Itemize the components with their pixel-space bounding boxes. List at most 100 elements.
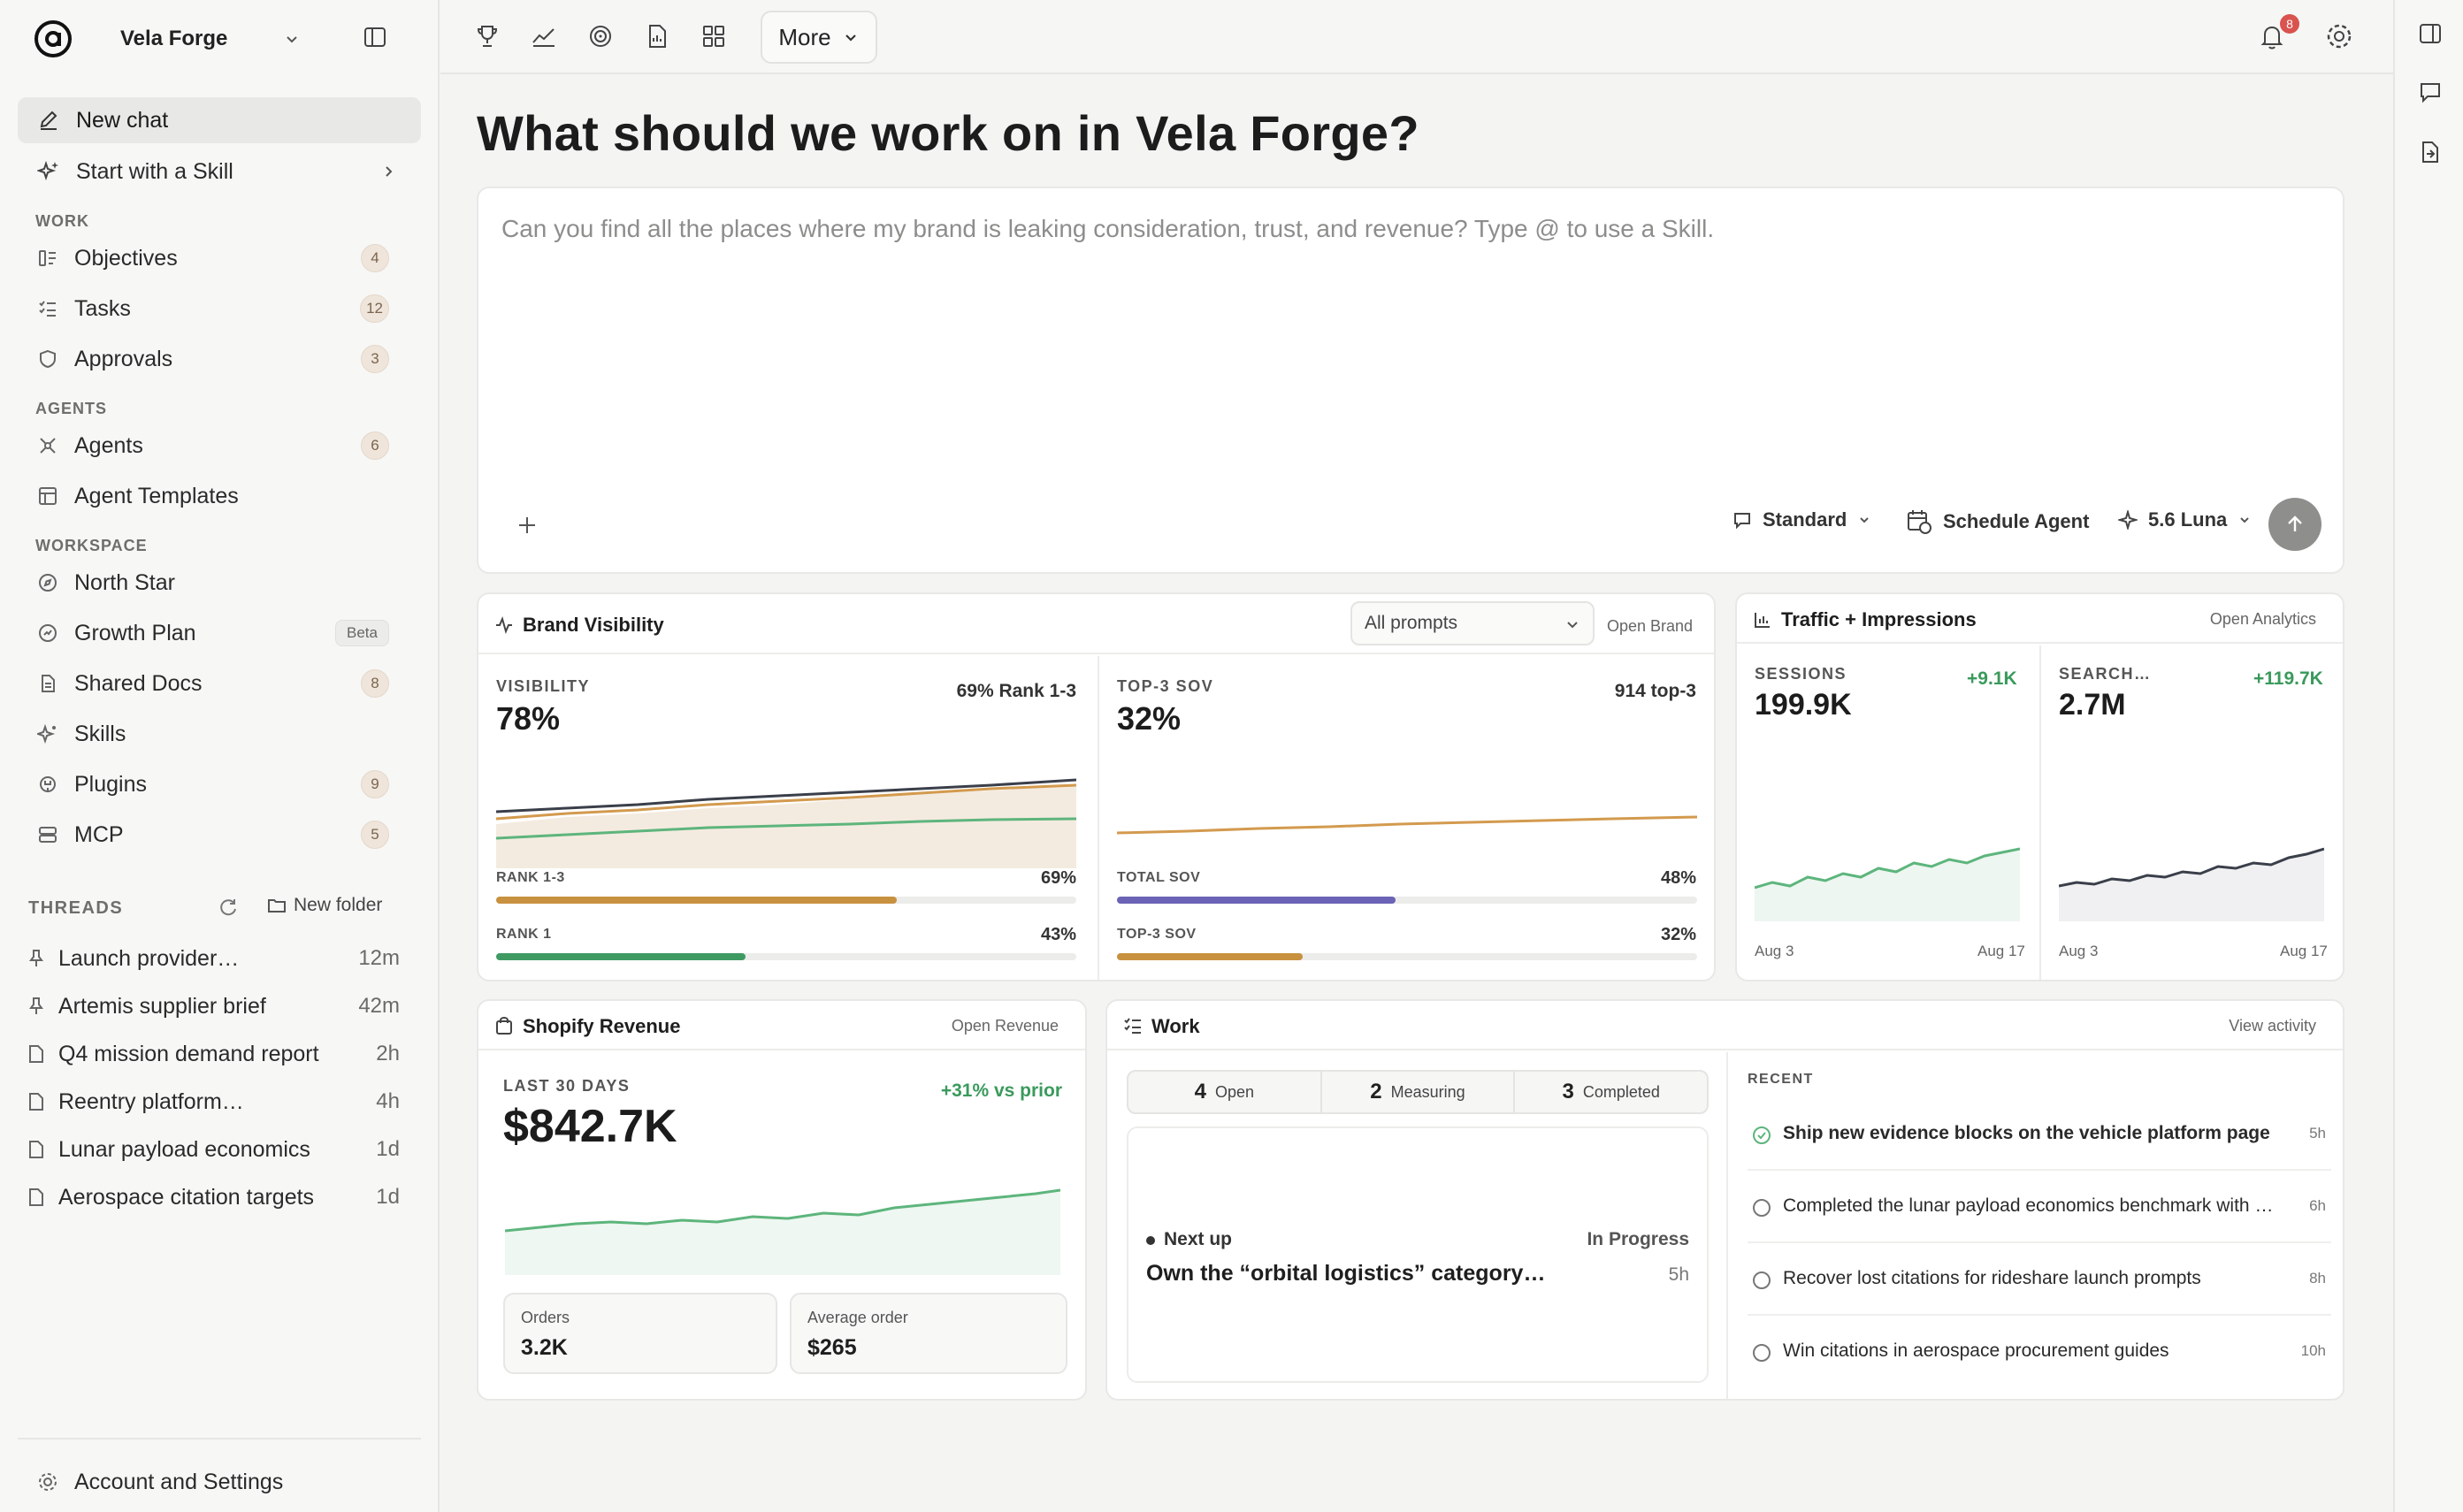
sidebar-item-shared-docs[interactable]: Shared Docs 8	[18, 661, 421, 706]
chat-bubble-icon[interactable]	[2418, 80, 2443, 104]
sidebar-item-agents[interactable]: Agents 6	[18, 423, 421, 469]
prompt-filter-select[interactable]: All prompts	[1350, 601, 1595, 645]
app-logo-icon[interactable]	[34, 19, 73, 58]
thread-title: Lunar payload economics	[58, 1136, 310, 1162]
thread-item[interactable]: Aerospace citation targets 1d	[28, 1178, 400, 1217]
sidebar-item-skills[interactable]: Skills	[18, 711, 421, 757]
sidebar-item-north-star[interactable]: North Star	[18, 560, 421, 606]
document-icon	[29, 1093, 43, 1111]
sidebar-item-approvals[interactable]: Approvals 3	[18, 336, 421, 382]
status-text: In Progress	[1587, 1229, 1689, 1249]
area-fill	[505, 1190, 1060, 1275]
target-icon[interactable]	[587, 23, 614, 50]
card-header: Work View activity	[1107, 1001, 2343, 1050]
recent-activity-row[interactable]: Completed the lunar payload economics be…	[1748, 1172, 2331, 1243]
recent-activity-row[interactable]: Ship new evidence blocks on the vehicle …	[1748, 1100, 2331, 1171]
thread-item[interactable]: Artemis supplier brief 42m	[28, 987, 400, 1026]
next-up-card[interactable]: Next up In Progress Own the “orbital log…	[1127, 1126, 1709, 1383]
folder-plus-icon	[268, 899, 286, 913]
thread-item[interactable]: Lunar payload economics 1d	[28, 1130, 400, 1169]
trend-chart-icon[interactable]	[531, 23, 557, 50]
count-badge: 12	[360, 294, 389, 323]
recent-activity-row[interactable]: Recover lost citations for rideshare lau…	[1748, 1245, 2331, 1316]
thread-item[interactable]: Q4 mission demand report 2h	[28, 1035, 400, 1073]
panel-toggle-icon[interactable]	[2418, 21, 2443, 46]
composer-input[interactable]: Can you find all the places where my bra…	[501, 215, 1715, 242]
series-line-orange	[1117, 815, 1697, 835]
progress-track	[496, 953, 1076, 960]
sidebar-item-label: Objectives	[74, 245, 178, 271]
schedule-agent-button[interactable]: Schedule Agent	[1906, 508, 2089, 535]
sidebar-item-mcp[interactable]: MCP 5	[18, 812, 421, 858]
thread-item[interactable]: Reentry platform… 4h	[28, 1082, 400, 1121]
activity-time: 6h	[2309, 1197, 2326, 1214]
sidebar-item-label: Shared Docs	[74, 670, 203, 696]
new-folder-button[interactable]: New folder	[267, 895, 382, 916]
count-badge: 9	[361, 770, 389, 798]
sidebar-item-plugins[interactable]: Plugins 9	[18, 761, 421, 807]
thread-item[interactable]: Launch provider… 12m	[28, 939, 400, 978]
report-icon[interactable]	[644, 23, 670, 50]
bar-label: TOTAL SOV	[1117, 870, 1201, 885]
new-chat-button[interactable]: New chat	[18, 97, 421, 143]
model-dropdown[interactable]: 5.6 Luna	[2118, 508, 2252, 531]
bar-value: 48%	[1660, 868, 1696, 888]
model-label: 5.6 Luna	[2148, 508, 2228, 531]
start-with-skill-button[interactable]: Start with a Skill	[18, 149, 421, 195]
shield-icon	[40, 349, 56, 369]
series-line-green	[496, 817, 1076, 840]
schedule-label: Schedule Agent	[1943, 510, 2090, 532]
tab-measuring[interactable]: 2 Measuring	[1322, 1072, 1516, 1112]
chat-composer[interactable]: Can you find all the places where my bra…	[477, 187, 2344, 574]
thread-time: 1d	[376, 1137, 400, 1161]
bar-value: 32%	[1660, 925, 1696, 944]
sidebar-item-agent-templates[interactable]: Agent Templates	[18, 473, 421, 519]
sidebar-item-growth-plan[interactable]: Growth Plan Beta	[18, 610, 421, 656]
orders-stat: Orders 3.2K	[503, 1293, 777, 1374]
axis-start-label: Aug 3	[2059, 943, 2099, 959]
sidebar-item-label: Plugins	[74, 771, 147, 797]
sparkle-icon	[37, 723, 56, 745]
sidebar-item-objectives[interactable]: Objectives 4	[18, 235, 421, 281]
sidebar-item-tasks[interactable]: Tasks 12	[18, 286, 421, 332]
right-rail	[2393, 0, 2463, 1512]
mode-dropdown[interactable]: Standard	[1733, 508, 1871, 531]
circle-icon	[1753, 1199, 1771, 1217]
card-title: Shopify Revenue	[523, 1015, 681, 1037]
card-header: Traffic + Impressions Open Analytics	[1737, 594, 2343, 644]
chevron-down-icon	[283, 30, 301, 48]
collapse-sidebar-icon[interactable]	[363, 25, 387, 50]
edit-icon	[40, 111, 57, 130]
refresh-icon[interactable]	[218, 897, 239, 918]
account-settings-button[interactable]: Account and Settings	[18, 1461, 283, 1503]
view-activity-link[interactable]: View activity	[2229, 1017, 2316, 1035]
export-doc-icon[interactable]	[2418, 140, 2443, 164]
count-badge: 8	[361, 669, 389, 698]
open-analytics-link[interactable]: Open Analytics	[2209, 610, 2316, 628]
shopping-bag-icon	[494, 1016, 514, 1035]
workspace-switcher[interactable]: Vela Forge	[106, 18, 318, 60]
open-revenue-link[interactable]: Open Revenue	[951, 1017, 1059, 1035]
next-up-title: Own the “orbital logistics” category…	[1146, 1261, 1546, 1286]
new-folder-label: New folder	[294, 895, 383, 915]
visibility-trend-chart	[496, 778, 1076, 868]
tab-open[interactable]: 4 Open	[1128, 1072, 1322, 1112]
sidebar-divider	[18, 1438, 421, 1439]
bell-icon[interactable]	[2257, 21, 2287, 51]
target-icon	[39, 624, 57, 642]
tab-completed[interactable]: 3 Completed	[1515, 1072, 1707, 1112]
recent-activity-row[interactable]: Win citations in aerospace procurement g…	[1748, 1317, 2331, 1388]
more-menu-button[interactable]: More	[761, 11, 877, 64]
open-brand-link[interactable]: Open Brand	[1607, 617, 1694, 635]
card-title: Traffic + Impressions	[1781, 608, 1977, 630]
grid-icon[interactable]	[700, 23, 727, 50]
sidebar-item-label: Agents	[74, 432, 143, 458]
gear-icon[interactable]	[2324, 21, 2354, 51]
compass-icon	[39, 574, 57, 592]
sidebar-item-label: Tasks	[74, 295, 131, 321]
send-button[interactable]	[2268, 498, 2321, 551]
threads-header: THREADS New folder	[28, 895, 417, 921]
trophy-icon[interactable]	[474, 23, 501, 50]
plus-icon[interactable]	[516, 514, 539, 537]
arrow-up-icon	[2288, 515, 2302, 531]
